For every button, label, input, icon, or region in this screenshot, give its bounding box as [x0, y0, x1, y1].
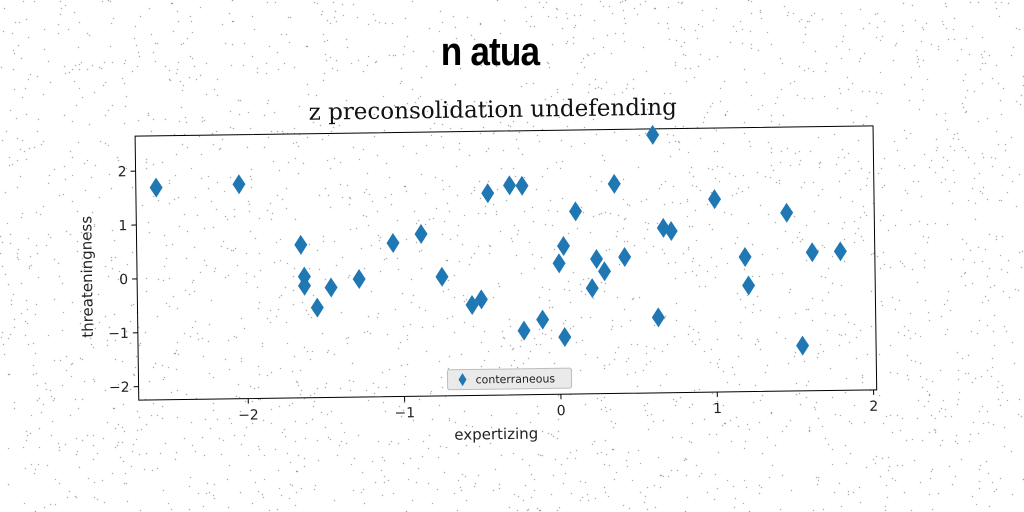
data-point	[352, 269, 366, 290]
x-tick-label: 0	[557, 403, 566, 419]
y-tick-label: −2	[109, 380, 130, 396]
data-point	[414, 223, 428, 244]
chart-title: z preconsolidation undefending	[309, 95, 678, 126]
x-tick-label: −2	[238, 407, 259, 423]
y-tick-label: 1	[118, 218, 127, 234]
data-point	[651, 307, 665, 328]
axis-ticks: −2 −1 0 1 2 −2 −1 0 1 2	[108, 164, 878, 423]
data-point	[585, 278, 599, 299]
data-point	[465, 294, 479, 315]
x-tick-label: 1	[713, 401, 722, 417]
y-axis-label: threateningness	[77, 216, 97, 338]
x-axis-label: expertizing	[454, 425, 538, 444]
y-tick-label: 2	[118, 164, 127, 180]
data-point	[805, 242, 819, 263]
x-tick-label: −1	[394, 405, 415, 421]
data-point	[298, 275, 312, 296]
figure-suptitle: n atua	[440, 30, 540, 74]
data-point	[552, 253, 566, 274]
legend-marker	[458, 373, 467, 387]
data-point	[590, 249, 604, 270]
y-tick-label: −1	[108, 326, 129, 342]
data-point	[780, 202, 794, 223]
data-point	[708, 189, 722, 210]
data-point	[646, 124, 660, 145]
legend-entry-label: conterraneous	[475, 372, 555, 386]
data-point	[607, 173, 621, 194]
data-point	[386, 233, 400, 254]
data-point	[294, 234, 308, 255]
data-point	[481, 183, 495, 204]
data-point	[517, 320, 531, 341]
legend: conterraneous	[446, 367, 573, 391]
data-points	[149, 124, 847, 356]
data-point	[558, 327, 572, 348]
data-point	[536, 309, 550, 330]
data-point	[796, 335, 810, 356]
plot-frame	[134, 125, 878, 401]
data-point	[324, 277, 338, 298]
data-point	[232, 174, 246, 195]
data-point	[503, 175, 517, 196]
data-point	[569, 201, 583, 222]
data-point	[149, 177, 163, 198]
data-point	[310, 297, 324, 318]
data-point	[515, 175, 529, 196]
data-point	[618, 247, 632, 268]
data-point	[738, 246, 752, 267]
data-point	[664, 221, 678, 242]
data-point	[435, 266, 449, 287]
data-point	[557, 236, 571, 257]
y-tick-label: 0	[119, 272, 128, 288]
data-point	[833, 241, 847, 262]
x-tick-label: 2	[869, 399, 878, 415]
data-point	[598, 261, 612, 282]
plot-group: z preconsolidation undefending −2 −1 0 1 2−2…	[77, 95, 878, 444]
data-point	[742, 275, 756, 296]
legend-box	[446, 367, 573, 391]
data-point	[474, 289, 488, 310]
